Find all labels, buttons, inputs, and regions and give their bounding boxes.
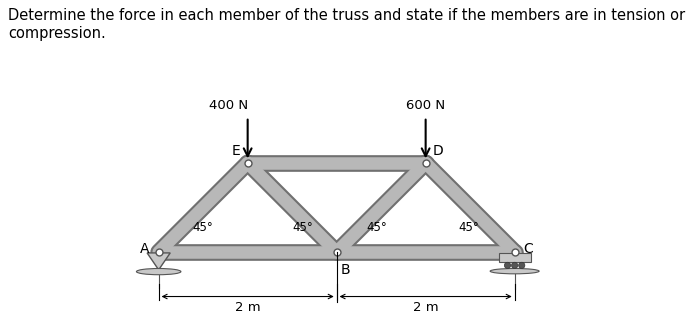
Ellipse shape: [136, 269, 181, 275]
Text: E: E: [232, 144, 241, 158]
Text: 45°: 45°: [458, 221, 480, 234]
Polygon shape: [147, 253, 170, 270]
Text: 2 m: 2 m: [413, 301, 438, 314]
Circle shape: [512, 262, 518, 269]
Text: 45°: 45°: [366, 221, 387, 234]
Text: 45°: 45°: [292, 221, 313, 234]
Text: 600 N: 600 N: [406, 99, 445, 112]
Circle shape: [505, 262, 510, 269]
Text: 400 N: 400 N: [209, 99, 248, 112]
Ellipse shape: [490, 269, 539, 274]
Text: C: C: [524, 242, 533, 256]
Text: Determine the force in each member of the truss and state if the members are in : Determine the force in each member of th…: [8, 8, 685, 41]
Polygon shape: [498, 253, 531, 262]
Text: 2 m: 2 m: [234, 301, 260, 314]
Circle shape: [519, 262, 525, 269]
Text: 45°: 45°: [193, 221, 214, 234]
Text: A: A: [140, 242, 150, 256]
Text: B: B: [340, 263, 350, 277]
Text: D: D: [433, 144, 444, 158]
